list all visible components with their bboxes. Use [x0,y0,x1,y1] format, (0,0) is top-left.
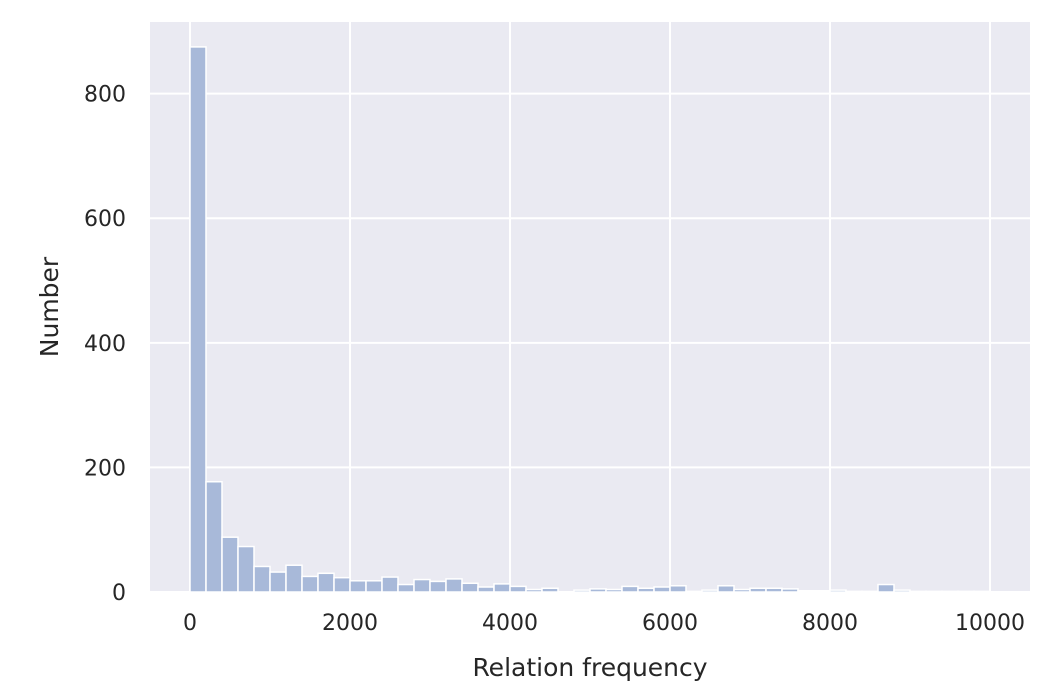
x-tick-label: 2000 [322,611,378,636]
histogram-bar [221,536,239,593]
histogram-bar [701,589,719,593]
histogram-bar [669,585,687,593]
x-tick-label: 8000 [802,611,858,636]
histogram-bar [333,576,351,593]
y-tick-label: 0 [112,581,126,606]
histogram-bar [397,583,415,593]
histogram-bar [685,590,703,593]
bars [189,46,991,593]
histogram-bar [653,586,671,593]
histogram-bar [429,580,447,593]
histogram-bar [493,583,511,593]
y-tick-label: 600 [84,207,126,232]
histogram-bar [909,590,927,593]
x-tick-label: 6000 [642,611,698,636]
histogram-bar [861,590,879,593]
histogram-bar [445,578,463,593]
histogram-bar [797,590,815,593]
histogram-bar [877,583,895,593]
histogram-bar [733,588,751,593]
histogram-bar [189,46,207,593]
histogram-bar [477,586,495,593]
histogram-bar [765,587,783,593]
histogram-bar [269,571,287,593]
histogram-bar [749,587,767,593]
histogram-bar [621,585,639,593]
x-axis-title: Relation frequency [472,653,707,682]
y-tick-label: 200 [84,456,126,481]
histogram-bar [541,587,559,593]
y-tick-label: 400 [84,332,126,357]
histogram-bar [845,590,863,593]
y-axis-title: Number [35,256,64,357]
histogram-bar [365,580,383,593]
histogram-bar [509,585,527,593]
histogram-bar [349,580,367,593]
histogram-bar [717,585,735,593]
x-tick-labels: 0 2000 4000 6000 8000 10000 [183,611,1025,636]
x-tick-label: 4000 [482,611,538,636]
y-tick-label: 800 [84,83,126,108]
histogram-bar [941,590,959,593]
histogram-bar [253,565,271,593]
histogram-bar [381,576,399,593]
histogram-bar [781,588,799,593]
histogram-bar [301,575,319,593]
histogram-bar [461,582,479,593]
histogram-bar [637,587,655,593]
histogram-bar [813,590,831,593]
histogram-bar [893,589,911,593]
y-tick-labels: 0 200 400 600 800 [84,83,126,606]
x-tick-label: 0 [183,611,197,636]
x-tick-label: 10000 [955,611,1025,636]
histogram-bar [605,588,623,593]
histogram-bar [525,588,543,593]
histogram-bar [205,480,223,593]
histogram-bar [589,588,607,593]
histogram-bar [573,589,591,593]
histogram-bar [413,578,431,593]
histogram-bar [317,572,335,593]
plot-area [150,22,1030,592]
histogram-bar [285,564,303,593]
histogram-bar [957,590,975,593]
histogram-bar [973,590,991,593]
histogram-bar [237,545,255,593]
histogram-bar [829,589,847,593]
histogram-bar [925,590,943,593]
